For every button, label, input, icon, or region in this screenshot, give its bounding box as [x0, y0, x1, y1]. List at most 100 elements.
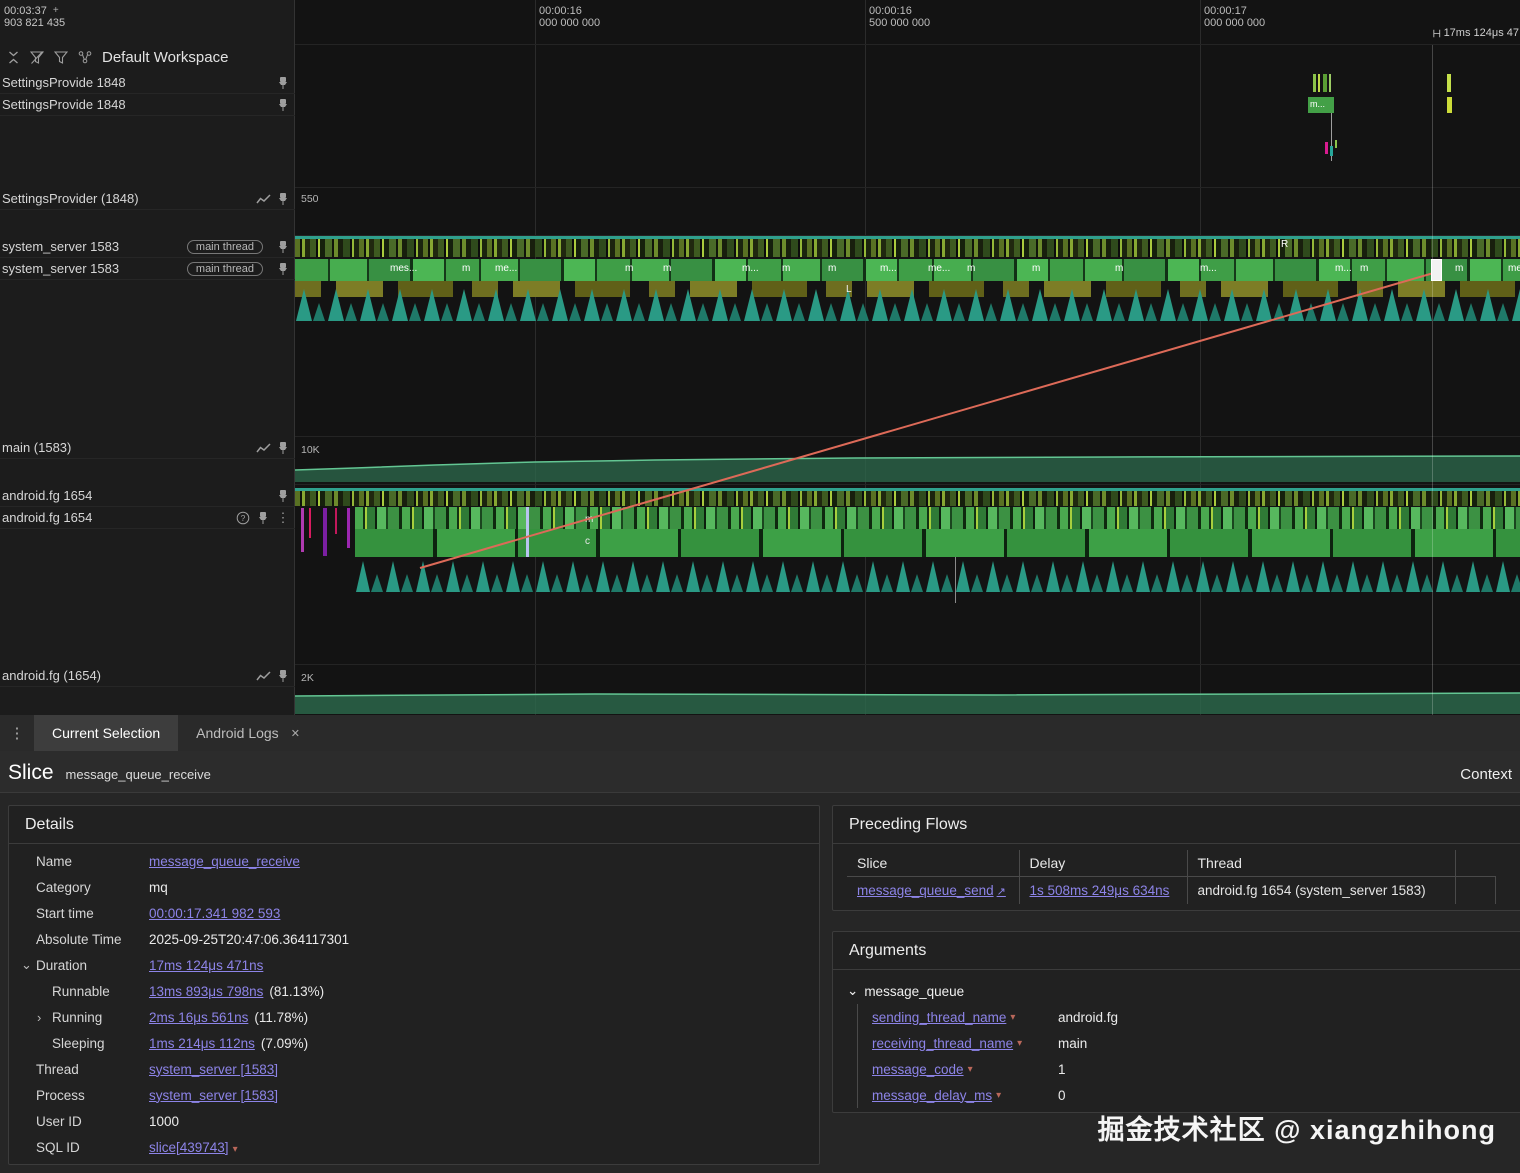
pin-icon[interactable] — [275, 488, 291, 504]
detail-row-thread: Thread system_server [1583] — [36, 1061, 279, 1077]
main-counter-area[interactable] — [295, 452, 1520, 482]
slice-mark[interactable] — [1318, 74, 1320, 92]
track-settingsprovider-thread[interactable]: SettingsProvide 1848 — [0, 94, 295, 116]
start-time-link[interactable]: 00:00:17.341 982 593 — [149, 905, 281, 921]
slice-mark[interactable] — [1329, 74, 1331, 92]
tab-android-logs[interactable]: Android Logs ✕ — [196, 725, 300, 741]
running-link[interactable]: 2ms 16μs 561ns — [149, 1009, 249, 1025]
tab-current-selection[interactable]: Current Selection — [34, 715, 179, 751]
sql-id-link[interactable]: slice[439743] — [149, 1139, 229, 1155]
flow-delay-link[interactable]: 1s 508ms 249μs 634ns — [1029, 883, 1170, 898]
gridline — [535, 0, 536, 715]
runnable-link[interactable]: 13ms 893μs 798ns — [149, 983, 264, 999]
counter-scale-label: 550 — [301, 193, 319, 205]
caret-down-icon[interactable]: ▾ — [996, 1089, 1002, 1101]
collapse-tracks-icon[interactable] — [4, 48, 22, 66]
highlight-mark — [526, 507, 529, 557]
pin-icon[interactable] — [275, 191, 291, 207]
caret-down-icon[interactable]: ▾ — [1017, 1037, 1023, 1049]
track-androidfg-thread[interactable]: android.fg 1654 ? ⋮ — [0, 507, 295, 529]
pin-icon[interactable] — [275, 440, 291, 456]
arguments-group[interactable]: ⌄ message_queue — [847, 983, 965, 999]
slice-mark[interactable] — [1330, 146, 1333, 156]
close-icon[interactable]: ✕ — [290, 727, 300, 740]
filter-icon[interactable] — [52, 48, 70, 66]
androidfg-summary-strip[interactable] — [295, 488, 1520, 506]
slice-mark[interactable] — [301, 508, 304, 552]
slice-label: m — [828, 263, 837, 274]
flows-col-thread: Thread — [1187, 850, 1456, 877]
preceding-flows-title: Preceding Flows — [833, 806, 1520, 844]
tab-bar: ⋮ Current Selection Android Logs ✕ — [0, 715, 1520, 751]
slice-name-link[interactable]: message_queue_receive — [149, 853, 300, 869]
duration-link[interactable]: 17ms 124μs 471ns — [149, 957, 264, 973]
detail-row-duration[interactable]: ⌄ Duration 17ms 124μs 471ns — [21, 957, 264, 973]
show-graph-icon[interactable] — [255, 440, 271, 456]
slice-label: m — [663, 263, 672, 274]
systemserver-summary-strip[interactable] — [295, 236, 1520, 257]
slice-mark[interactable] — [1323, 74, 1327, 92]
details-card: Details Name message_queue_receive Categ… — [8, 805, 820, 1165]
caret-down-icon[interactable]: ▾ — [1010, 1011, 1016, 1023]
arg-key-link[interactable]: message_code — [872, 1061, 964, 1077]
pin-icon[interactable] — [275, 239, 291, 255]
arg-key-link[interactable]: receiving_thread_name — [872, 1035, 1014, 1051]
settings-slice[interactable]: m... — [1308, 97, 1334, 113]
chevron-down-icon[interactable]: ⌄ — [21, 957, 32, 972]
detail-row-category: Category mq — [36, 879, 168, 895]
track-systemserver-summary[interactable]: system_server 1583 main thread — [0, 236, 295, 258]
arg-key-link[interactable]: message_delay_ms — [872, 1087, 993, 1103]
slice-mark[interactable] — [1335, 140, 1337, 148]
androidfg-slice-row1[interactable] — [355, 507, 1520, 529]
androidfg-counter-area[interactable] — [295, 688, 1520, 714]
pin-icon[interactable] — [255, 510, 271, 526]
pin-icon[interactable] — [275, 668, 291, 684]
process-link[interactable]: system_server [1583] — [149, 1087, 279, 1103]
track-settingsprovider-counter[interactable]: SettingsProvider (1848) — [0, 188, 295, 210]
slice-mark[interactable] — [347, 508, 350, 548]
slice-mark[interactable] — [1447, 74, 1451, 92]
pin-icon[interactable] — [275, 97, 291, 113]
track-androidfg-summary[interactable]: android.fg 1654 — [0, 485, 295, 507]
flow-slice-link[interactable]: message_queue_send ↗ — [857, 883, 1006, 898]
track-label: SettingsProvide 1848 — [2, 75, 126, 90]
track-main-counter[interactable]: main (1583) — [0, 437, 295, 459]
track-settingsprovider-summary[interactable]: SettingsProvide 1848 — [0, 72, 295, 94]
selected-slice[interactable] — [1431, 259, 1442, 281]
pin-icon[interactable] — [275, 261, 291, 277]
panel-menu-icon[interactable]: ⋮ — [9, 725, 25, 742]
trace-canvas[interactable]: 00:00:16 000 000 000 00:00:16 500 000 000 … — [295, 0, 1520, 715]
arg-key-link[interactable]: sending_thread_name — [872, 1009, 1007, 1025]
slice-mark[interactable] — [335, 508, 337, 534]
detail-row-start-time: Start time 00:00:17.341 982 593 — [36, 905, 281, 921]
slice-mark[interactable] — [1313, 74, 1316, 92]
slice-label: m — [462, 263, 471, 274]
slice-mark[interactable] — [1447, 97, 1452, 113]
slice-mark[interactable] — [323, 508, 327, 556]
workspace-icon[interactable] — [76, 48, 94, 66]
chevron-right-icon[interactable]: › — [37, 1009, 42, 1025]
track-systemserver-thread[interactable]: system_server 1583 main thread — [0, 258, 295, 280]
systemserver-threadstate-triangles — [295, 283, 1520, 321]
detail-row-running[interactable]: › Running 2ms 16μs 561ns (11.78%) — [37, 1009, 309, 1025]
slice-label: m... — [742, 263, 759, 274]
pin-icon[interactable] — [275, 75, 291, 91]
caret-down-icon[interactable]: ▾ — [967, 1063, 973, 1075]
caret-down-icon[interactable]: ▾ — [232, 1143, 238, 1155]
track-label: system_server 1583 — [2, 239, 120, 254]
thread-link[interactable]: system_server [1583] — [149, 1061, 279, 1077]
gridline — [1200, 0, 1201, 715]
sleeping-link[interactable]: 1ms 214μs 112ns — [149, 1035, 255, 1051]
track-menu-icon[interactable]: ⋮ — [276, 509, 290, 525]
slice-mark[interactable] — [309, 508, 311, 538]
selection-guide-line — [1432, 45, 1433, 715]
slice-mark[interactable] — [1325, 142, 1328, 154]
workspace-title[interactable]: Default Workspace — [102, 48, 229, 66]
androidfg-slice-row2[interactable] — [355, 529, 1520, 557]
show-graph-icon[interactable] — [255, 668, 271, 684]
show-graph-icon[interactable] — [255, 191, 271, 207]
track-androidfg-counter[interactable]: android.fg (1654) — [0, 665, 295, 687]
help-icon[interactable]: ? — [235, 510, 251, 526]
clear-filter-icon[interactable] — [28, 48, 46, 66]
contextual-options-button[interactable]: Context — [1460, 766, 1512, 783]
